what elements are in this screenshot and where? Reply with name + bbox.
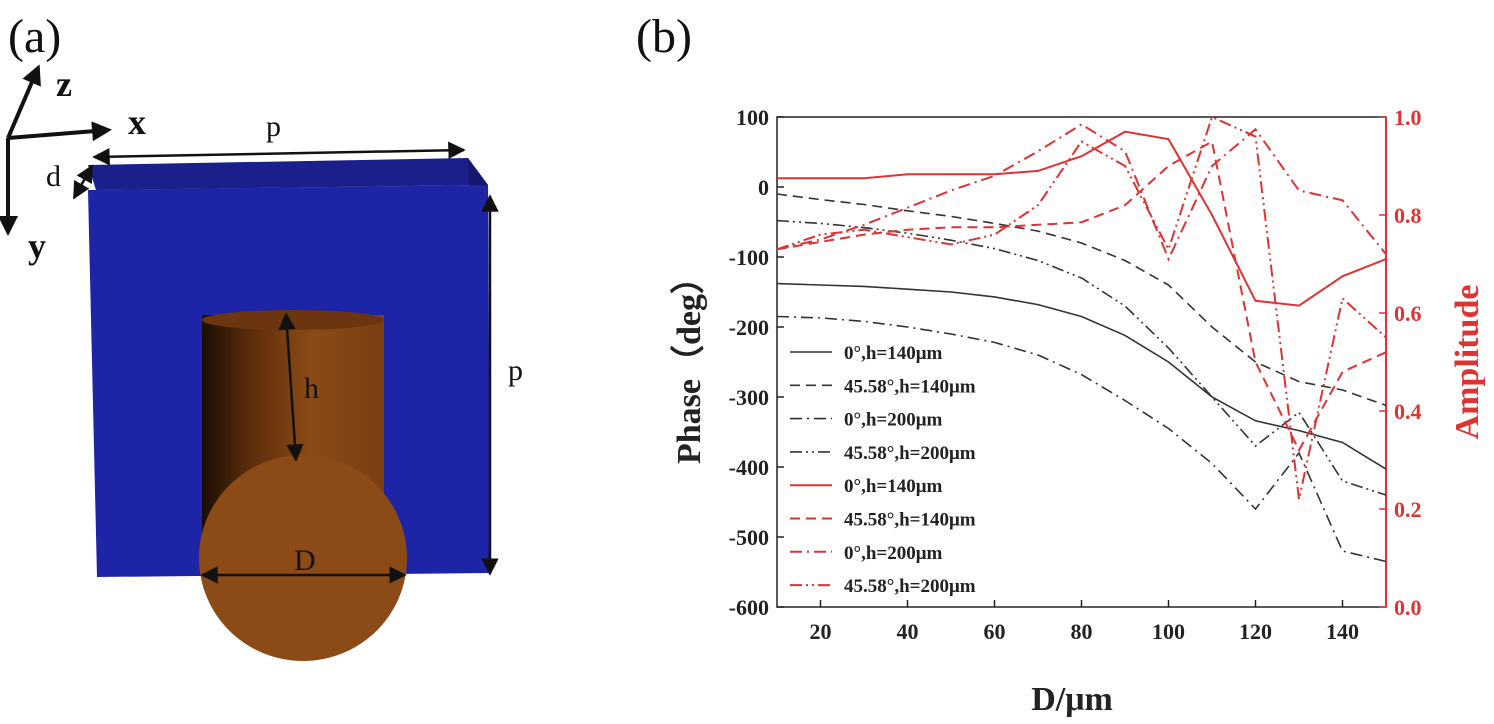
panel-b-label: (b) bbox=[636, 10, 692, 63]
y-left-tick-label: -100 bbox=[729, 245, 769, 270]
x-tick-label: 100 bbox=[1152, 619, 1185, 644]
h-label: h bbox=[304, 372, 319, 405]
x-tick-label: 20 bbox=[810, 619, 832, 644]
y-right-tick-label: 0.2 bbox=[1394, 497, 1422, 522]
substrate-top-face bbox=[88, 158, 488, 190]
y-left-tick-label: 0 bbox=[758, 175, 769, 200]
legend-label-7: 0°,h=200μm bbox=[844, 543, 943, 564]
y-left-tick-label: -200 bbox=[729, 315, 769, 340]
series-layer bbox=[776, 115, 1387, 563]
p-right-label: p bbox=[508, 354, 523, 387]
series-line-1 bbox=[776, 282, 1387, 470]
h-dimension bbox=[278, 312, 304, 462]
y-right-tick-label: 0.6 bbox=[1394, 301, 1422, 326]
panel-b: (b) 20 40 60 80 100 120 140 100 0 -100 -200 -300 -40… bbox=[636, 10, 1486, 718]
x-tick-label: 140 bbox=[1326, 619, 1359, 644]
z-axis-label: z bbox=[56, 64, 72, 104]
p-top-dimension bbox=[92, 141, 466, 166]
phase-amplitude-chart: 20 40 60 80 100 120 140 100 0 -100 -200 -300 -400 -50… bbox=[669, 105, 1486, 718]
x-tick-label: 60 bbox=[984, 619, 1006, 644]
y-left-tick-label: -400 bbox=[729, 455, 769, 480]
series-line-6 bbox=[776, 139, 1387, 453]
z-axis-arrow bbox=[6, 64, 41, 139]
panel-a-label: (a) bbox=[8, 10, 61, 63]
d-label: d bbox=[46, 160, 61, 193]
series-line-7 bbox=[776, 123, 1387, 262]
x-tick-label: 40 bbox=[897, 619, 919, 644]
legend-label-8: 45.58°,h=200μm bbox=[844, 576, 976, 597]
y-right-tick-label: 0.8 bbox=[1394, 203, 1422, 228]
cylinder-top-edge bbox=[202, 310, 384, 330]
y-axis-left-label: Phase（deg） bbox=[669, 260, 708, 464]
x-tick-label: 120 bbox=[1239, 619, 1272, 644]
x-tick-label: 80 bbox=[1071, 619, 1093, 644]
legend-label-5: 0°,h=140μm bbox=[844, 476, 943, 497]
x-axis-arrow bbox=[7, 121, 112, 142]
legend-label-1: 0°,h=140μm bbox=[844, 343, 943, 364]
y-left-tick-label: -600 bbox=[729, 595, 769, 620]
legend-label-4: 45.58°,h=200μm bbox=[844, 443, 976, 464]
cylinder-front-face bbox=[199, 455, 407, 661]
legend: 0°,h=140μm 45.58°,h=140μm 0°,h=200μm 45.58°… bbox=[790, 343, 976, 597]
cylinder bbox=[199, 310, 407, 661]
ticks-layer: 20 40 60 80 100 120 140 100 0 -100 -200 -300 -400 -50… bbox=[729, 105, 1422, 644]
series-line-8 bbox=[776, 115, 1387, 500]
x-axis-label: x bbox=[128, 102, 146, 142]
panel-a: (a) z x y p p d bbox=[0, 10, 523, 661]
series-line-4 bbox=[776, 219, 1387, 496]
y-right-tick-label: 0.4 bbox=[1394, 399, 1422, 424]
series-line-2 bbox=[776, 193, 1387, 407]
dimension-annotations: p p d h D bbox=[46, 110, 523, 584]
series-line-3 bbox=[776, 315, 1387, 563]
coordinate-axes: z x y bbox=[0, 64, 146, 266]
y-left-tick-label: -500 bbox=[729, 525, 769, 550]
legend-label-6: 45.58°,h=140μm bbox=[844, 510, 976, 531]
legend-label-3: 0°,h=200μm bbox=[844, 410, 943, 431]
y-axis-right-label: Amplitude bbox=[1449, 285, 1486, 440]
p-top-label: p bbox=[266, 110, 281, 143]
y-right-tick-label: 0.0 bbox=[1394, 595, 1422, 620]
y-left-tick-label: -300 bbox=[729, 385, 769, 410]
series-line-5 bbox=[777, 130, 1387, 307]
y-left-tick-label: 100 bbox=[736, 105, 769, 130]
x-axis-label: D/μm bbox=[1031, 681, 1113, 718]
D-label: D bbox=[294, 544, 316, 577]
y-right-tick-label: 1.0 bbox=[1394, 105, 1422, 130]
legend-label-2: 45.58°,h=140μm bbox=[844, 376, 976, 397]
y-axis-label: y bbox=[28, 226, 46, 266]
d-dimension bbox=[72, 164, 94, 200]
